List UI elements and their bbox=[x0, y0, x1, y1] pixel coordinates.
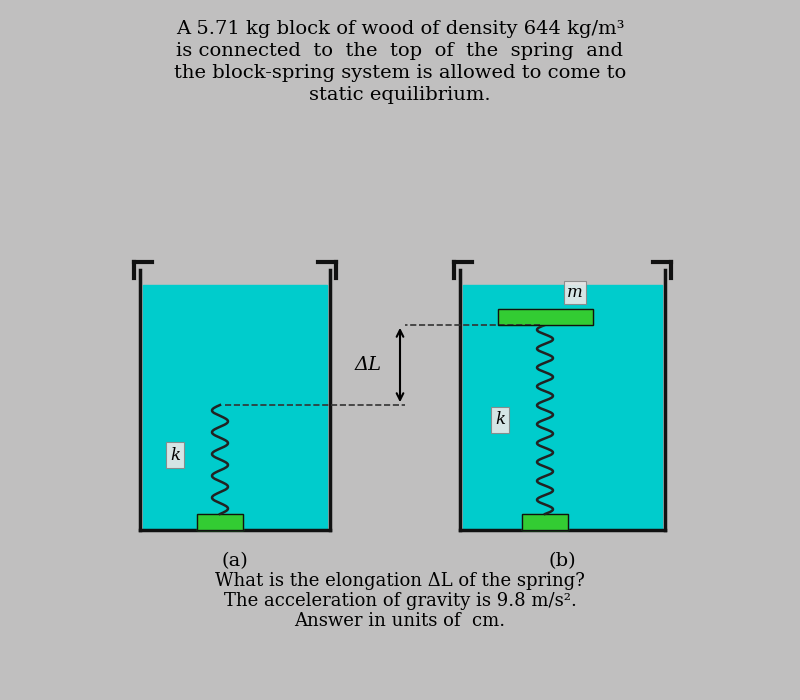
Bar bbox=[498, 309, 593, 325]
Text: The acceleration of gravity is 9.8 m/s².: The acceleration of gravity is 9.8 m/s². bbox=[223, 592, 577, 610]
Text: (a): (a) bbox=[222, 552, 248, 570]
Bar bbox=[522, 514, 568, 530]
Bar bbox=[197, 514, 243, 530]
Text: k: k bbox=[495, 412, 505, 428]
Text: ΔL: ΔL bbox=[355, 356, 382, 374]
Bar bbox=[143, 285, 327, 530]
Bar bbox=[197, 514, 243, 530]
Text: is connected  to  the  top  of  the  spring  and: is connected to the top of the spring an… bbox=[177, 42, 623, 60]
Text: (b): (b) bbox=[549, 552, 576, 570]
Bar bbox=[498, 309, 593, 325]
Text: Answer in units of  cm.: Answer in units of cm. bbox=[294, 612, 506, 630]
Text: k: k bbox=[170, 447, 180, 463]
Text: What is the elongation ΔL of the spring?: What is the elongation ΔL of the spring? bbox=[215, 572, 585, 590]
Bar bbox=[522, 514, 568, 530]
Text: static equilibrium.: static equilibrium. bbox=[309, 86, 491, 104]
Bar bbox=[463, 285, 662, 530]
Text: the block-spring system is allowed to come to: the block-spring system is allowed to co… bbox=[174, 64, 626, 82]
Text: m: m bbox=[567, 284, 583, 301]
Text: A 5.71 kg block of wood of density 644 kg/m³: A 5.71 kg block of wood of density 644 k… bbox=[176, 20, 624, 38]
